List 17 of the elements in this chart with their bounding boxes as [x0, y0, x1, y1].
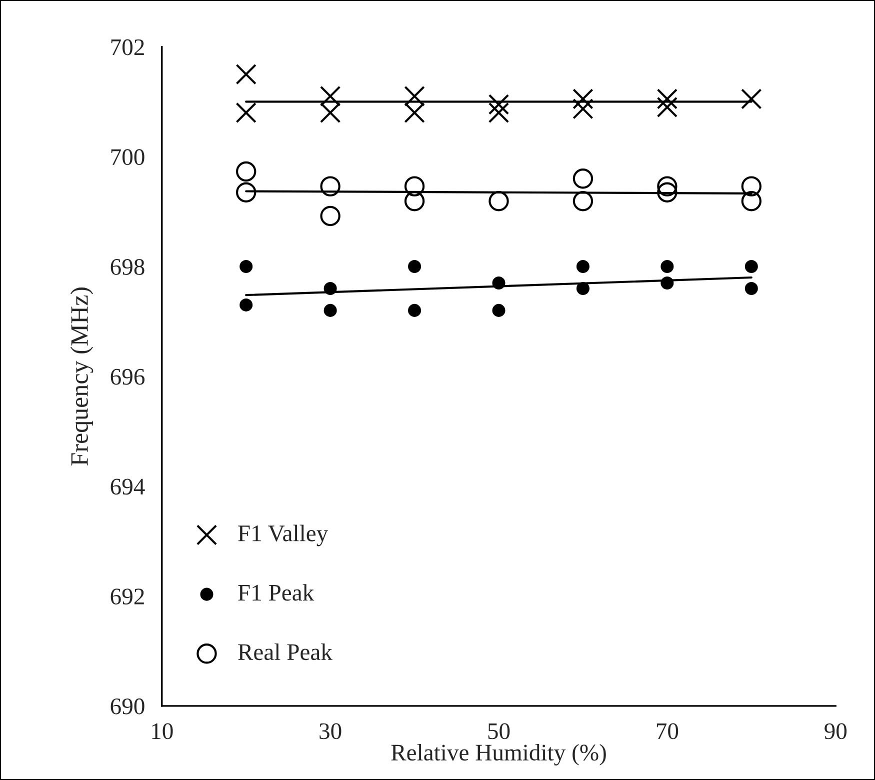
- y-tick-label: 690: [110, 698, 144, 714]
- legend-label: F1 Valley: [238, 524, 328, 546]
- legend-label: Real Peak: [238, 643, 332, 660]
- x-tick-label: 30: [320, 723, 342, 740]
- x-tick-label: 50: [488, 723, 510, 740]
- x-axis-title: Relative Humidity (%): [391, 744, 606, 766]
- x-tick-label: 70: [656, 723, 678, 740]
- y-tick-label: 696: [110, 368, 145, 385]
- y-tick-label: 692: [110, 588, 144, 604]
- y-axis-title: Frequency (MHz): [70, 288, 94, 466]
- y-tick-label: 702: [111, 39, 144, 56]
- x-tick-label: 90: [824, 723, 847, 740]
- y-tick-label: 700: [111, 149, 144, 166]
- x-tick-label: 10: [152, 723, 173, 740]
- legend-label: F1 Peak: [238, 584, 314, 601]
- y-tick-label: 698: [110, 258, 144, 275]
- y-tick-label: 694: [110, 478, 145, 495]
